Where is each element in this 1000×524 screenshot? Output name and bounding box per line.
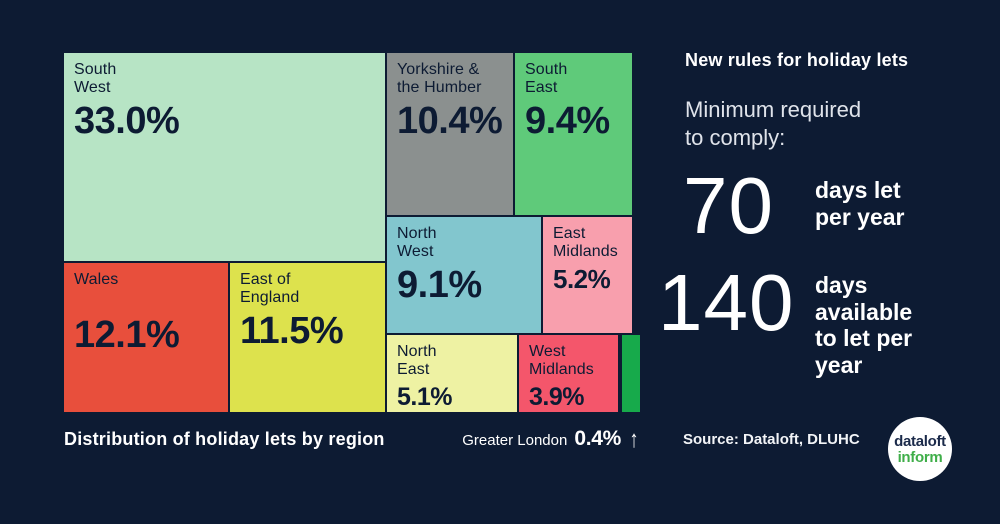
region-value: 5.1%: [397, 382, 452, 411]
greater-london-label: Greater London: [462, 432, 568, 449]
region-value: 11.5%: [240, 309, 344, 352]
greater-london-callout: Greater London 0.4% ↑: [460, 426, 640, 453]
region-value: 33.0%: [74, 99, 180, 142]
region-label: North West: [397, 225, 437, 260]
dataloft-inform-logo: dataloft inform: [888, 417, 952, 481]
region-label: Yorkshire & the Humber: [397, 61, 482, 96]
treemap-cell-west-midlands: West Midlands 3.9%: [519, 335, 618, 412]
region-value: 12.1%: [74, 314, 180, 356]
region-value: 3.9%: [529, 382, 584, 411]
treemap-cell-south-east: South East 9.4%: [515, 53, 632, 215]
chart-title: Distribution of holiday lets by region: [64, 429, 385, 449]
stat-label-days-let: days let per year: [815, 177, 905, 230]
treemap-cell-north-west: North West 9.1%: [387, 217, 541, 333]
region-value: 10.4%: [397, 99, 503, 142]
treemap-cell-south-west: South West 33.0%: [64, 53, 385, 261]
region-label: West Midlands: [529, 343, 594, 378]
stat-number-140: 140: [658, 258, 795, 347]
stat-label-days-available: days available to let per year: [815, 272, 913, 379]
treemap-cell-east-of-england: East of England 11.5%: [230, 263, 385, 412]
panel-title: New rules for holiday lets: [685, 50, 909, 70]
region-label: South East: [525, 61, 568, 96]
treemap-cell-yorkshire-humber: Yorkshire & the Humber 10.4%: [387, 53, 513, 215]
region-label: East Midlands: [553, 225, 618, 260]
region-label: Wales: [74, 271, 119, 288]
source-credit: Source: Dataloft, DLUHC: [683, 431, 860, 448]
region-value: 9.4%: [525, 99, 610, 142]
treemap-cell-east-midlands: East Midlands 5.2%: [543, 217, 632, 333]
region-label: North East: [397, 343, 437, 378]
region-value: 9.1%: [397, 263, 482, 306]
treemap-chart: South West 33.0% Yorkshire & the Humber …: [64, 53, 640, 412]
treemap-cell-north-east: North East 5.1%: [387, 335, 517, 412]
stat-number-70: 70: [683, 161, 774, 250]
region-label: East of England: [240, 271, 300, 306]
region-label: South West: [74, 61, 117, 96]
greater-london-value: 0.4%: [574, 427, 621, 450]
region-value: 5.2%: [553, 263, 611, 294]
up-arrow-icon: ↑: [629, 426, 639, 453]
logo-text-inform: inform: [897, 448, 943, 466]
panel-subtitle: Minimum required to comply:: [685, 97, 862, 150]
logo-text-dataloft: dataloft: [894, 432, 946, 450]
treemap-cell-wales: Wales 12.1%: [64, 263, 228, 412]
treemap-cell-greater-london: [622, 335, 640, 412]
